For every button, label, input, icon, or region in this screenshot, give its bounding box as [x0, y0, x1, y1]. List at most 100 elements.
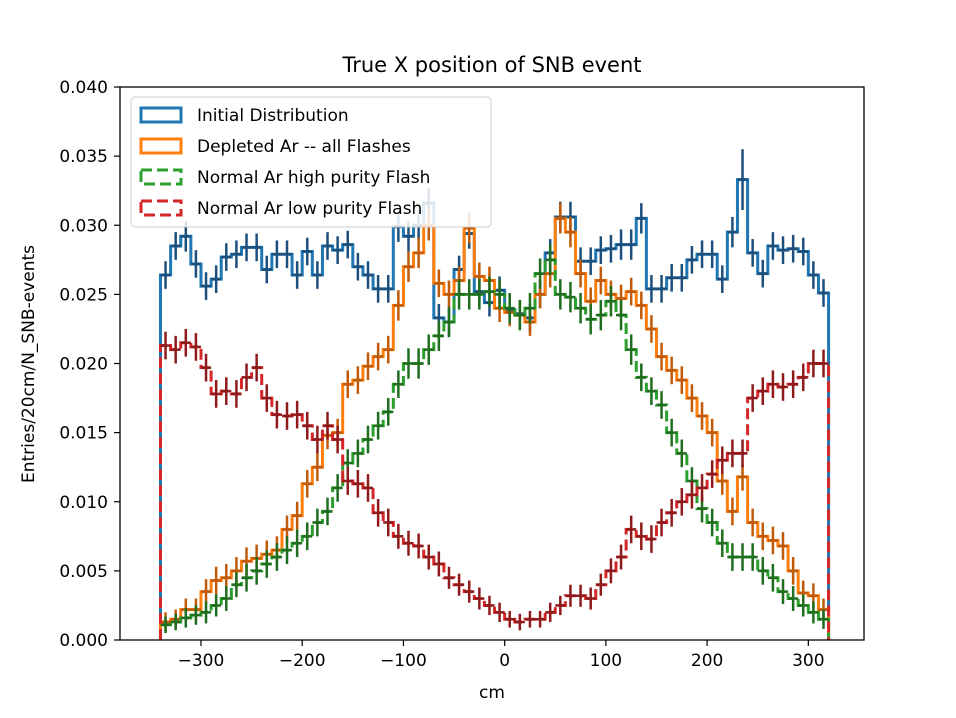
- chart-title: True X position of SNB event: [341, 53, 641, 77]
- series-3-error-bar: [352, 439, 363, 468]
- series-3-error-bar: [494, 279, 505, 310]
- series-4-error-bar: [818, 349, 829, 378]
- series-3-error-bar: [474, 279, 485, 310]
- series-1-error-bar: [211, 265, 222, 293]
- series-3-error-bar: [646, 377, 657, 405]
- series-3-error-bar: [626, 334, 637, 365]
- series-1-error-bar: [352, 252, 363, 281]
- series-1-error-bar: [373, 275, 384, 303]
- series-2-error-bar: [666, 356, 677, 385]
- series-4-error-bar: [798, 363, 809, 392]
- x-tick-label: 300: [792, 651, 824, 671]
- series-1-error-bar: [251, 233, 262, 262]
- series-4-error-bar: [788, 370, 799, 399]
- series-1-error-bar: [241, 233, 252, 262]
- series-2-error-bar: [352, 366, 363, 394]
- series-4-error-bar: [352, 469, 363, 498]
- series-1-error-bar: [737, 149, 748, 211]
- series-1-error-bar: [190, 250, 201, 278]
- series-4-error-bar: [200, 353, 212, 382]
- series-3-error-bar: [767, 563, 778, 592]
- series-3-error-bar: [423, 334, 434, 365]
- series-1-error-bar: [605, 234, 616, 263]
- series-3-error-bar: [484, 276, 495, 307]
- series-4-error-bar: [393, 523, 404, 549]
- series-3-error-bar: [717, 529, 728, 558]
- series-2-error-bar: [676, 366, 687, 394]
- series-4-error-bar: [616, 544, 627, 570]
- series-3-error-bar: [707, 508, 718, 537]
- series-4-error-bar: [575, 584, 586, 607]
- series-3-error-bar: [808, 601, 819, 624]
- series-2-error-bar: [383, 335, 394, 364]
- legend-label: Depleted Ar -- all Flashes: [197, 137, 411, 157]
- y-tick-label: 0.010: [59, 493, 108, 513]
- series-1-error-bar: [585, 247, 596, 276]
- series-2-error-bar: [302, 469, 313, 498]
- series-2-error-bar: [646, 315, 657, 343]
- series-3-error-bar: [322, 497, 333, 526]
- series-4-error-bar: [231, 380, 242, 408]
- x-tick-label: 200: [691, 651, 723, 671]
- series-4-error-bar: [585, 587, 596, 610]
- series-3-error-bar: [332, 474, 343, 502]
- series-4-error-bar: [504, 610, 515, 628]
- y-tick-label: 0.025: [59, 285, 108, 305]
- series-3-error-bar: [464, 279, 475, 310]
- series-3-error-bar: [241, 563, 252, 592]
- series-2-error-bar: [777, 532, 789, 560]
- series-3-error-bar: [170, 613, 181, 631]
- series-3-error-bar: [818, 609, 829, 629]
- series-2-error-bar: [342, 370, 353, 399]
- series-1-error-bar: [777, 236, 789, 264]
- series-2-error-bar: [292, 501, 303, 530]
- series-4-error-bar: [626, 515, 637, 544]
- series-3-error-bar: [200, 601, 212, 624]
- series-4-error-bar: [767, 370, 778, 399]
- series-4-error-bar: [656, 508, 667, 537]
- series-2-error-bar: [575, 259, 586, 288]
- series-1-error-bar: [292, 261, 303, 289]
- series-4: [158, 328, 831, 640]
- series-1-error-bar: [818, 279, 829, 307]
- series-2-error-bar: [362, 352, 374, 381]
- series-1-error-bar: [798, 237, 809, 266]
- series-1-error-bar: [646, 275, 657, 303]
- series-1-error-bar: [383, 275, 394, 303]
- series-4-error-bar: [514, 613, 525, 631]
- series-2-error-bar: [443, 280, 455, 309]
- series-3-error-bar: [636, 363, 647, 392]
- series-4-error-bar: [747, 384, 758, 412]
- series-4-error-bar: [484, 595, 495, 616]
- y-tick-label: 0.000: [59, 631, 108, 651]
- series-2-error-bar: [595, 266, 606, 295]
- series-2-error-bar: [696, 402, 708, 430]
- series-2-error-bar: [393, 290, 404, 321]
- y-tick-label: 0.040: [59, 78, 108, 98]
- legend-item: Depleted Ar -- all Flashes: [139, 137, 411, 157]
- series-3-error-bar: [393, 370, 404, 399]
- x-tick-label: −300: [178, 651, 225, 671]
- series-3-error-bar: [362, 425, 374, 454]
- series-3-error-bar: [190, 605, 201, 625]
- series-4-error-bar: [281, 402, 293, 430]
- series-2-error-bar: [656, 342, 667, 371]
- series-1-error-bar: [332, 236, 343, 264]
- x-tick-label: −200: [279, 651, 326, 671]
- y-axis-label: Entries/20cm/N_SNB-events: [19, 245, 39, 483]
- legend-item: Normal Ar high purity Flash: [139, 168, 430, 188]
- series-4-error-bar: [433, 551, 444, 577]
- series-3-error-bar: [737, 543, 748, 571]
- series-2-error-bar: [636, 291, 647, 320]
- series-1-error-bar: [757, 259, 768, 288]
- series-1-error-bar: [170, 232, 181, 260]
- series-1-error-bar: [271, 240, 282, 269]
- series-3-error-bar: [373, 411, 384, 440]
- series-2-error-bar: [565, 216, 576, 248]
- series-1-error-bar: [231, 240, 242, 269]
- series-4-error-bar: [211, 380, 222, 408]
- series-3-error-bar: [292, 529, 303, 558]
- series-3-error-bar: [545, 244, 556, 276]
- series-4-error-bar: [646, 525, 657, 553]
- series-3-error-bar: [565, 281, 576, 313]
